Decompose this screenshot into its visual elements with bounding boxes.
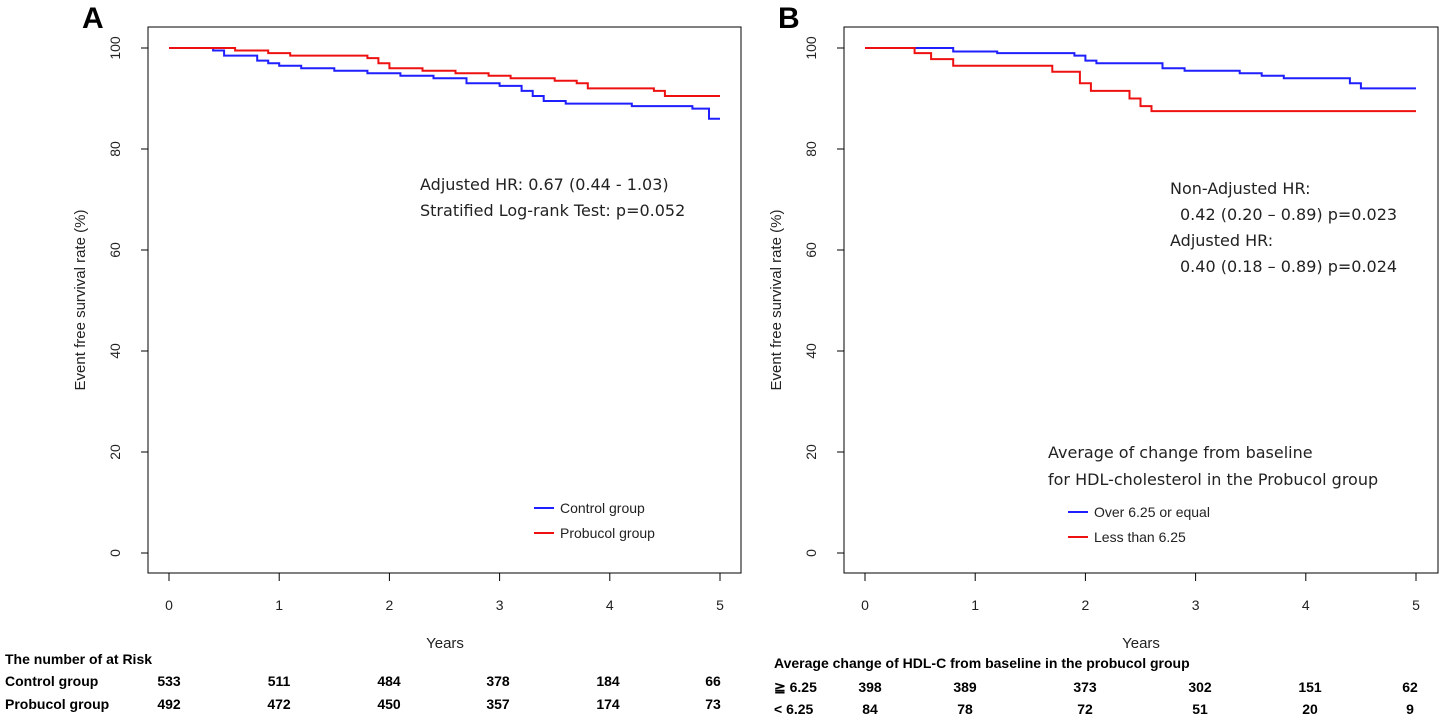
annotation-hr-a: Adjusted HR: 0.67 (0.44 - 1.03) <box>420 175 669 194</box>
x-tick-label: 2 <box>386 597 394 613</box>
x-axis-label-b: Years <box>1122 635 1160 652</box>
risk-value: 302 <box>1188 679 1212 695</box>
risk-value: 174 <box>596 696 620 712</box>
x-tick-label: 1 <box>275 597 283 613</box>
y-tick-label: 60 <box>107 242 123 258</box>
y-axis-a: 0 20 40 60 80 100 <box>107 36 149 557</box>
series-line-control-group <box>169 47 720 120</box>
annotation-nonadj-value-b: 0.42 (0.20 – 0.89) p=0.023 <box>1180 205 1397 224</box>
risk-value: 73 <box>705 696 721 712</box>
y-axis-label-b: Event free survival rate (%) <box>768 210 785 391</box>
x-tick-label: 5 <box>1412 597 1420 613</box>
risk-value: 151 <box>1298 679 1322 695</box>
x-axis-b: 0 1 2 3 4 5 <box>861 572 1420 613</box>
risk-value: 511 <box>268 673 291 689</box>
x-tick-label: 2 <box>1082 597 1090 613</box>
y-tick-label: 100 <box>803 36 819 60</box>
risk-value: 62 <box>1402 679 1418 695</box>
y-axis-label-a: Event free survival rate (%) <box>72 210 89 391</box>
x-tick-label: 3 <box>496 597 504 613</box>
panel-a: A 0 20 40 60 80 100 0 1 2 3 4 5 Years Event free s… <box>5 2 742 712</box>
series-line-probucol-group <box>169 47 720 97</box>
plot-frame-a <box>147 26 742 574</box>
x-axis-a: 0 1 2 3 4 5 <box>165 572 724 613</box>
x-tick-label: 0 <box>861 597 869 613</box>
legend-label-over: Over 6.25 or equal <box>1094 504 1210 520</box>
y-tick-label: 80 <box>803 141 819 157</box>
risk-value: 389 <box>953 679 977 695</box>
legend-title-line2-b: for HDL-cholesterol in the Probucol grou… <box>1048 470 1378 489</box>
risk-table-title-a: The number of at Risk <box>5 651 152 667</box>
y-tick-label: 100 <box>107 36 123 60</box>
y-tick-label: 0 <box>107 549 123 557</box>
panel-b: B 0 20 40 60 80 100 0 1 2 3 4 5 Years Event free s… <box>768 2 1439 717</box>
x-tick-label: 3 <box>1192 597 1200 613</box>
series-group-a <box>169 47 720 120</box>
y-tick-label: 40 <box>803 343 819 359</box>
series-line-over-6-25-or-equal <box>865 47 1416 90</box>
risk-value: 472 <box>267 696 291 712</box>
risk-value: 492 <box>157 696 181 712</box>
legend-title-line1-b: Average of change from baseline <box>1048 443 1313 462</box>
annotation-logrank-a: Stratified Log-rank Test: p=0.052 <box>420 201 685 220</box>
annotation-adj-title-b: Adjusted HR: <box>1170 231 1273 250</box>
series-group-b <box>865 47 1416 113</box>
risk-row-label-over: ≧ 6.25 <box>774 679 817 695</box>
risk-value: 450 <box>377 696 401 712</box>
risk-value: 78 <box>957 701 973 717</box>
series-line-less-than-6-25 <box>865 47 1416 113</box>
risk-value: 373 <box>1073 679 1097 695</box>
risk-row-label-probucol: Probucol group <box>5 696 109 712</box>
x-tick-label: 1 <box>971 597 979 613</box>
legend-label-less: Less than 6.25 <box>1094 529 1186 545</box>
risk-value: 398 <box>858 679 882 695</box>
x-tick-label: 4 <box>606 597 614 613</box>
x-tick-label: 4 <box>1302 597 1310 613</box>
y-tick-label: 20 <box>107 444 123 460</box>
annotation-nonadj-title-b: Non-Adjusted HR: <box>1170 179 1310 198</box>
y-tick-label: 60 <box>803 242 819 258</box>
legend-label-probucol: Probucol group <box>560 525 655 541</box>
annotation-adj-value-b: 0.40 (0.18 – 0.89) p=0.024 <box>1180 257 1397 276</box>
y-tick-label: 40 <box>107 343 123 359</box>
y-tick-label: 0 <box>803 549 819 557</box>
risk-value: 20 <box>1302 701 1318 717</box>
risk-row-label-control: Control group <box>5 673 98 689</box>
risk-value: 357 <box>486 696 510 712</box>
risk-value: 9 <box>1406 701 1414 717</box>
x-tick-label: 0 <box>165 597 173 613</box>
x-axis-label-a: Years <box>426 635 464 652</box>
risk-value: 484 <box>377 673 401 689</box>
y-tick-label: 20 <box>803 444 819 460</box>
risk-value: 184 <box>596 673 620 689</box>
panel-b-label: B <box>778 2 800 35</box>
risk-value: 84 <box>862 701 878 717</box>
risk-value: 72 <box>1077 701 1093 717</box>
risk-value: 51 <box>1192 701 1208 717</box>
y-tick-label: 80 <box>107 141 123 157</box>
legend-label-control: Control group <box>560 500 645 516</box>
x-tick-label: 5 <box>716 597 724 613</box>
risk-table-title-b: Average change of HDL-C from baseline in… <box>774 655 1190 671</box>
risk-value: 533 <box>157 673 181 689</box>
risk-value: 66 <box>705 673 721 689</box>
plot-frame-b <box>843 26 1439 574</box>
risk-values-b: 398 389 373 302 151 62 84 78 72 51 20 9 <box>858 679 1418 717</box>
y-axis-b: 0 20 40 60 80 100 <box>803 36 845 557</box>
risk-value: 378 <box>486 673 510 689</box>
risk-row-label-less: < 6.25 <box>774 701 814 717</box>
risk-values-a: 533 511 484 378 184 66 492 472 450 357 174 73 <box>157 673 721 712</box>
panel-a-label: A <box>82 2 104 35</box>
